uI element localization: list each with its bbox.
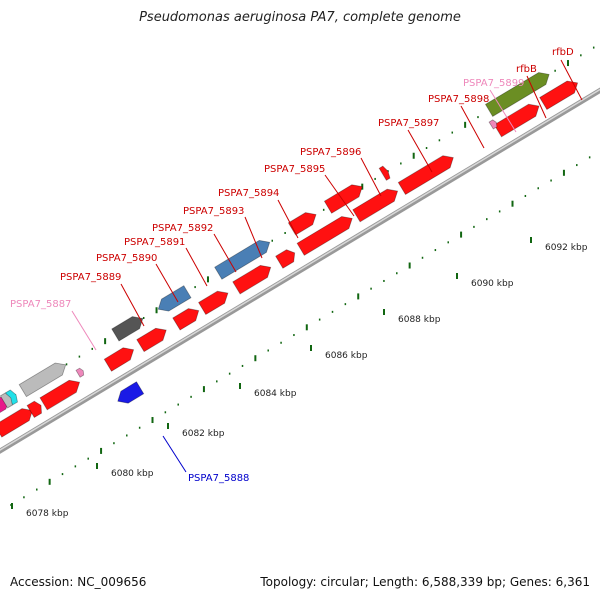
gene-upper-6	[157, 285, 192, 312]
gene-upper-3	[0, 392, 13, 409]
gene-label-0: PSPA7_5887	[10, 299, 71, 310]
gene-label-12: PSPA7_5899	[463, 78, 524, 89]
leader-line-10	[407, 129, 433, 173]
gene-lower-5	[136, 327, 167, 353]
leader-line-7	[277, 199, 299, 239]
scale-label-5: 6088 kbp	[398, 315, 441, 325]
gene-label-1: PSPA7_5888	[188, 473, 249, 484]
gene-label-5: PSPA7_5892	[152, 223, 213, 234]
leader-line-12	[489, 89, 517, 133]
leader-line-14	[560, 59, 583, 101]
leader-line-2	[120, 283, 145, 327]
scale-label-7: 6092 kbp	[545, 243, 588, 253]
gene-label-10: PSPA7_5897	[378, 118, 439, 129]
gene-label-4: PSPA7_5891	[124, 237, 185, 248]
gene-label-14: rfbD	[552, 47, 574, 58]
gene-lower-8	[232, 264, 272, 295]
leader-line-8	[324, 174, 355, 217]
gene-lower-6	[172, 308, 200, 331]
gene-upper-7	[214, 239, 271, 280]
gene-label-8: PSPA7_5895	[264, 164, 325, 175]
scale-label-0: 6078 kbp	[26, 509, 69, 519]
genome-backbone	[0, 87, 600, 454]
scale-label-1: 6080 kbp	[111, 469, 154, 479]
scale-label-6: 6090 kbp	[471, 279, 514, 289]
gene-reverse-0	[117, 381, 145, 404]
gene-label-9: PSPA7_5896	[300, 147, 361, 158]
gene-upper-8	[287, 212, 317, 236]
gene-label-13: rfbB	[516, 64, 537, 75]
gene-labels: PSPA7_5887 PSPA7_5888 PSPA7_5889 PSPA7_5890…	[10, 47, 574, 484]
leader-line-13	[526, 75, 547, 119]
gene-label-3: PSPA7_5890	[96, 253, 157, 264]
leader-line-9	[360, 157, 382, 197]
leader-line-11	[460, 105, 485, 149]
gene-upper-10	[378, 165, 391, 181]
leader-line-3	[155, 263, 179, 303]
backbone-line	[0, 87, 600, 454]
map-title: Pseudomonas aeruginosa PA7, complete gen…	[139, 10, 461, 25]
leader-line-6	[244, 216, 263, 259]
marker-pink-1	[488, 119, 498, 130]
gene-label-6: PSPA7_5893	[183, 206, 244, 217]
leader-line-0	[71, 310, 97, 351]
gene-upper-11	[484, 72, 550, 117]
marker-pink-0	[75, 367, 85, 378]
gene-upper-4	[18, 362, 67, 398]
scale-label-4: 6086 kbp	[325, 351, 368, 361]
label-leaders	[71, 59, 583, 473]
leader-line-1	[162, 435, 187, 473]
gene-lower-13	[493, 103, 540, 138]
scale-label-2: 6082 kbp	[182, 429, 225, 439]
leader-line-4	[185, 247, 208, 287]
backbone-highlight	[0, 88, 600, 451]
gene-lower-10	[296, 216, 353, 256]
gene-upper-9	[323, 184, 363, 214]
gene-lower-9	[275, 249, 296, 269]
gene-label-2: PSPA7_5889	[60, 272, 121, 283]
gene-lower-11	[352, 188, 399, 223]
leader-line-5	[213, 233, 237, 273]
gene-label-7: PSPA7_5894	[218, 188, 279, 199]
gene-lower-1	[0, 408, 33, 438]
genome-summary-text: Topology: circular; Length: 6,588,339 bp…	[260, 575, 590, 589]
gene-lower-7	[198, 290, 229, 316]
gene-lower-4	[103, 347, 135, 372]
gene-upper-5	[111, 316, 144, 342]
gene-features	[0, 72, 579, 438]
scale-labels: 6078 kbp 6080 kbp 6082 kbp 6084 kbp 6086 kbp…	[11, 237, 588, 519]
gene-label-11: PSPA7_5898	[428, 94, 489, 105]
gene-lower-12	[397, 155, 454, 196]
scale-label-3: 6084 kbp	[254, 389, 297, 399]
gene-lower-3	[39, 379, 81, 411]
gene-lower-2	[26, 400, 42, 419]
accession-text: Accession: NC_009656	[10, 575, 147, 589]
